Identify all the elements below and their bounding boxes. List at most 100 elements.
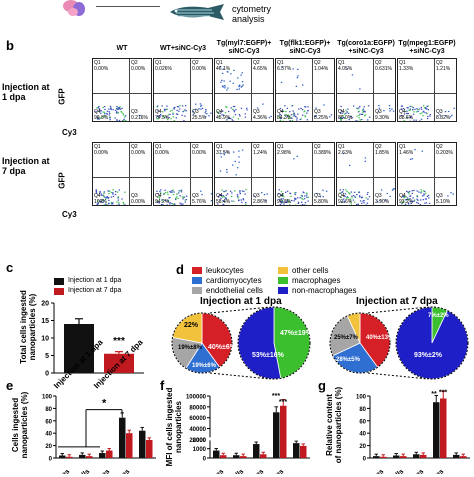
event-dot xyxy=(413,199,416,201)
event-dot xyxy=(356,194,358,196)
quadrant-q4: Q4 90.8% xyxy=(277,193,292,205)
event-dot xyxy=(239,190,241,192)
event-dot xyxy=(164,192,167,194)
event-dot xyxy=(157,201,159,203)
event-dot xyxy=(358,195,361,197)
event-dot xyxy=(359,200,362,202)
event-dot xyxy=(315,115,317,117)
event-dot xyxy=(409,195,412,197)
event-dot xyxy=(342,115,344,117)
event-dot xyxy=(303,111,305,113)
gate-horizontal xyxy=(215,177,273,178)
event-dot xyxy=(279,114,281,116)
event-dot xyxy=(342,152,345,155)
event-dot xyxy=(417,110,419,112)
event-dot xyxy=(102,199,105,201)
event-dot xyxy=(110,203,113,205)
event-dot xyxy=(411,158,414,160)
event-dot xyxy=(103,204,105,205)
event-dot xyxy=(304,110,306,112)
event-dot xyxy=(220,194,222,196)
bar-5-7dpa xyxy=(146,440,153,458)
event-dot xyxy=(348,192,350,194)
event-dot xyxy=(179,105,181,107)
event-dot xyxy=(426,195,429,197)
event-dot xyxy=(98,105,100,108)
event-dot xyxy=(192,110,194,112)
event-dot xyxy=(238,161,240,163)
event-dot xyxy=(424,198,427,200)
event-dot xyxy=(156,118,159,120)
event-dot xyxy=(279,119,281,121)
event-dot xyxy=(104,115,106,117)
event-dot xyxy=(426,105,428,107)
event-dot xyxy=(96,107,98,109)
gate-vertical xyxy=(129,143,130,205)
event-dot xyxy=(99,192,101,194)
event-dot xyxy=(323,104,325,106)
event-dot xyxy=(101,199,103,201)
event-dot xyxy=(407,198,410,200)
event-dot xyxy=(410,200,412,202)
event-dot xyxy=(292,113,295,115)
event-dot xyxy=(185,110,187,112)
event-cloud xyxy=(278,155,328,205)
event-dot xyxy=(280,191,283,193)
event-dot xyxy=(160,115,162,117)
x-tick-label: es xyxy=(215,468,226,474)
event-dot xyxy=(452,193,454,195)
event-cloud xyxy=(95,105,141,121)
quadrant-q3: Q3 0.216% xyxy=(131,109,148,121)
event-dot xyxy=(98,118,100,120)
quadrant-q1: Q1 2.63% xyxy=(338,144,353,156)
flow-plot-r2-c4: Q1 2.98% Q2 0.389% Q4 90.8% Q3 5.80% xyxy=(275,142,335,206)
bar-4-1dpa xyxy=(433,402,440,458)
event-dot xyxy=(98,108,101,110)
event-dot xyxy=(354,196,356,198)
quadrant-q1: Q1 4.05% xyxy=(338,60,353,72)
pie1-label-other: 22% xyxy=(184,322,199,329)
event-dot xyxy=(281,202,283,204)
pie2b-label-non-macrophages: 93%±2% xyxy=(414,352,443,359)
x-tick-label: ells xyxy=(392,468,406,474)
event-dot xyxy=(237,77,239,79)
event-dot xyxy=(233,151,235,153)
quadrant-q2: Q2 0.203% xyxy=(436,144,453,156)
event-dot xyxy=(230,195,233,197)
event-dot xyxy=(176,193,178,195)
event-dot xyxy=(344,193,347,195)
quadrant-q4: Q4 93.2% xyxy=(399,193,414,205)
event-dot xyxy=(156,190,158,192)
event-dot xyxy=(422,199,424,201)
event-dot xyxy=(358,117,360,119)
quadrant-q2: Q2 1.85% xyxy=(375,144,390,156)
event-dot xyxy=(116,107,118,110)
event-dot xyxy=(221,189,223,191)
cy3-axis-label-row2: Cy3 xyxy=(62,210,77,219)
x-tick-label: es xyxy=(61,468,72,474)
event-dot xyxy=(223,204,225,205)
event-dot xyxy=(416,108,418,110)
event-dot xyxy=(183,120,185,121)
event-dot xyxy=(406,112,408,115)
event-dot xyxy=(426,117,429,120)
event-dot xyxy=(423,194,425,196)
gate-horizontal xyxy=(93,177,151,178)
event-dot xyxy=(221,196,224,198)
y-tick-label: 0 xyxy=(45,371,49,378)
event-dot xyxy=(118,203,120,205)
event-dot xyxy=(182,203,184,205)
legend-swatch-non-macrophages xyxy=(278,287,288,294)
bar-2-1dpa xyxy=(79,454,86,458)
quadrant-q4: Q4 86.0% xyxy=(338,109,353,121)
event-dot xyxy=(206,113,208,115)
event-dot xyxy=(139,114,141,117)
significance-mark: *** xyxy=(279,399,287,406)
event-dot xyxy=(97,204,99,205)
event-dot xyxy=(404,196,407,198)
event-dot xyxy=(102,106,104,109)
event-dot xyxy=(186,195,188,197)
event-dot xyxy=(282,120,284,121)
column-title-5: Tg(coro1a:EGFP) +siNC-Cy3 xyxy=(337,40,395,55)
event-dot xyxy=(404,203,407,205)
